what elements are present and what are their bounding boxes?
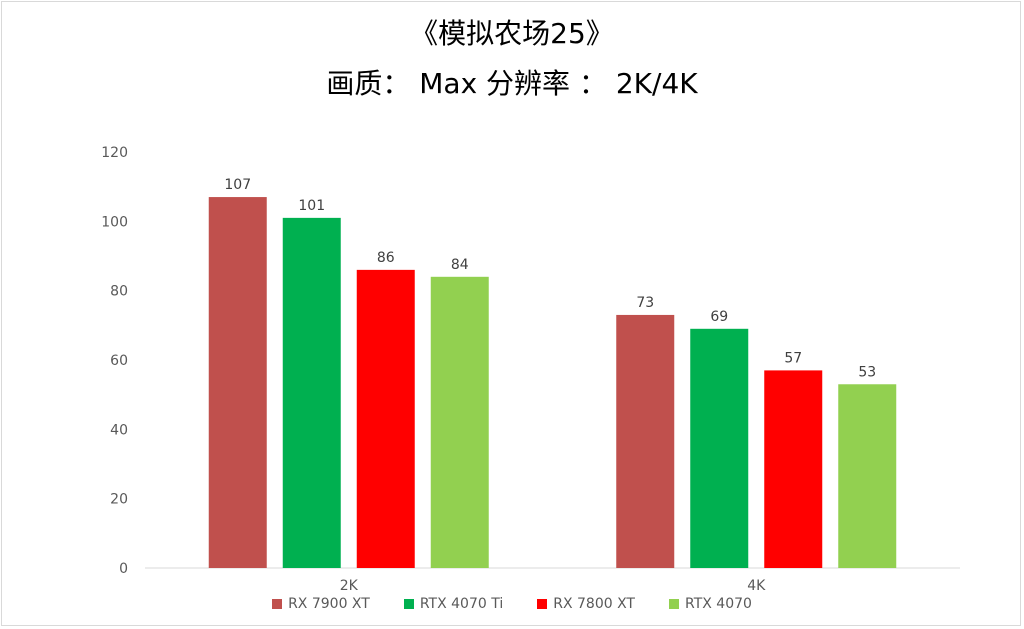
legend-swatch xyxy=(537,599,548,609)
y-tick-label: 120 xyxy=(101,145,128,161)
bar xyxy=(282,217,341,568)
legend-swatch xyxy=(272,599,283,609)
legend-label: RX 7900 XT xyxy=(288,596,370,612)
y-tick-label: 0 xyxy=(119,561,128,577)
legend: RX 7900 XT RTX 4070 Ti RX 7800 XT RTX 4070 xyxy=(0,596,1024,612)
bar xyxy=(690,328,749,568)
x-tick-label: 2K xyxy=(340,578,359,594)
x-tick-label: 4K xyxy=(747,578,766,594)
bar xyxy=(208,197,267,569)
legend-swatch xyxy=(668,599,679,609)
data-label: 86 xyxy=(377,250,395,266)
legend-item: RX 7900 XT xyxy=(272,596,370,612)
legend-label: RX 7800 XT xyxy=(553,596,635,612)
chart-subtitle: 画质： Max 分辨率 ： 2K/4K xyxy=(326,67,698,100)
y-tick-label: 40 xyxy=(110,422,128,438)
data-label: 73 xyxy=(636,295,654,311)
y-tick-label: 60 xyxy=(110,353,128,369)
data-label: 107 xyxy=(224,177,251,193)
bar xyxy=(764,370,823,568)
legend-swatch xyxy=(403,599,414,609)
y-tick-label: 100 xyxy=(101,214,128,230)
legend-item: RX 7800 XT xyxy=(537,596,635,612)
bar xyxy=(430,276,489,568)
legend-item: RTX 4070 Ti xyxy=(403,596,504,612)
data-label: 57 xyxy=(784,350,802,366)
data-label: 69 xyxy=(710,309,728,325)
legend-label: RTX 4070 Ti xyxy=(419,596,504,612)
bar xyxy=(838,384,897,568)
y-tick-label: 20 xyxy=(110,492,128,508)
legend-label: RTX 4070 xyxy=(684,596,752,612)
y-tick-label: 80 xyxy=(110,284,128,300)
data-label: 84 xyxy=(451,257,469,273)
legend-item: RTX 4070 xyxy=(668,596,752,612)
bar xyxy=(616,314,675,568)
data-label: 101 xyxy=(298,198,325,214)
chart-title: 《模拟农场25》 xyxy=(410,17,614,50)
bar xyxy=(356,269,415,568)
data-label: 53 xyxy=(858,364,876,380)
